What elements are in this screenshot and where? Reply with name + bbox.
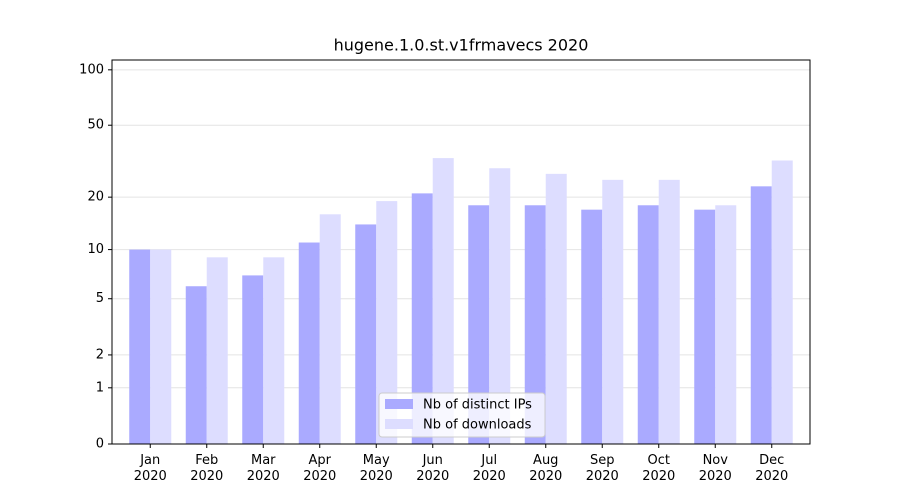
bar (242, 275, 264, 444)
bar (263, 257, 285, 444)
y-tick-label: 1 (96, 380, 104, 395)
x-tick-label: Sep 2020 (585, 453, 619, 484)
bar (150, 249, 172, 444)
bar (129, 249, 151, 444)
bar (750, 186, 772, 444)
bar (376, 201, 398, 444)
bar (602, 179, 624, 445)
x-tick-label: Feb 2020 (190, 453, 224, 484)
legend-label: Nb of downloads (423, 418, 532, 433)
legend-swatch (385, 399, 413, 409)
bar (771, 160, 793, 444)
bar (489, 168, 511, 444)
legend-label: Nb of distinct IPs (423, 398, 532, 413)
x-tick-label: Mar 2020 (246, 453, 280, 484)
chart-title: hugene.1.0.st.v1frmavecs 2020 (334, 36, 589, 55)
y-tick-label: 10 (87, 242, 104, 257)
bar (206, 257, 228, 444)
x-tick-label: Jul 2020 (472, 453, 506, 484)
bar (694, 209, 716, 444)
bar (432, 158, 454, 444)
y-tick-label: 20 (87, 190, 104, 205)
legend-box (378, 392, 546, 438)
x-tick-label: May 2020 (359, 453, 393, 484)
bar (298, 242, 320, 444)
x-tick-label: Aug 2020 (529, 453, 563, 484)
x-tick-label: Apr 2020 (303, 453, 337, 484)
y-tick-label: 0 (96, 437, 104, 452)
plot-frame (111, 59, 811, 445)
bar (524, 205, 546, 444)
bar (658, 179, 680, 445)
bar (715, 205, 737, 444)
bar (355, 224, 377, 444)
x-tick-label: Jan 2020 (133, 453, 167, 484)
bar (411, 193, 433, 444)
bar (185, 286, 207, 444)
bar (545, 173, 567, 444)
x-tick-label: Oct 2020 (642, 453, 676, 484)
x-tick-label: Dec 2020 (755, 453, 789, 484)
y-tick-label: 5 (96, 291, 104, 306)
y-tick-label: 100 (79, 62, 104, 77)
y-tick-label: 50 (87, 118, 104, 133)
y-tick-label: 2 (96, 347, 104, 362)
bar (581, 209, 603, 444)
legend-swatch (385, 419, 413, 429)
x-tick-label: Nov 2020 (698, 453, 732, 484)
x-tick-label: Jun 2020 (416, 453, 450, 484)
bar (637, 205, 659, 444)
bar (319, 214, 341, 444)
bar (468, 205, 490, 444)
